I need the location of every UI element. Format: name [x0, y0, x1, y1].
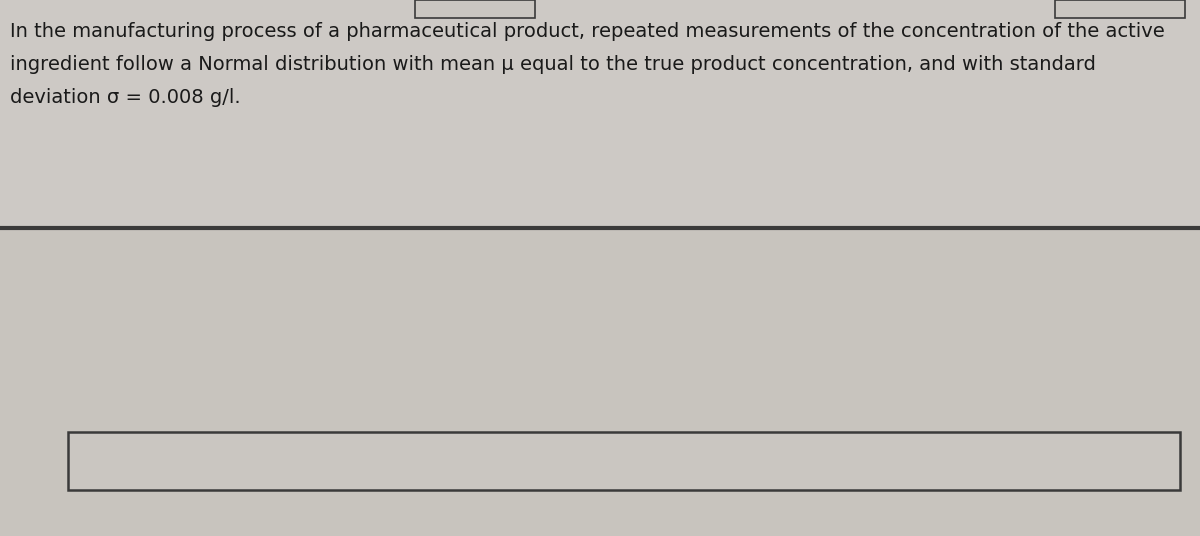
Text: your answer rounded up to the nearest whole number.: your answer rounded up to the nearest wh… [10, 278, 544, 297]
Text: n =: n = [10, 445, 43, 465]
Text: How many measurements would be needed to estimate the true concentration within : How many measurements would be needed to… [10, 245, 1200, 264]
Text: In the manufacturing process of a pharmaceutical product, repeated measurements : In the manufacturing process of a pharma… [10, 22, 1165, 41]
Text: ingredient follow a Normal distribution with mean μ equal to the true product co: ingredient follow a Normal distribution … [10, 55, 1096, 74]
Text: deviation σ = 0.008 g/l.: deviation σ = 0.008 g/l. [10, 88, 241, 107]
